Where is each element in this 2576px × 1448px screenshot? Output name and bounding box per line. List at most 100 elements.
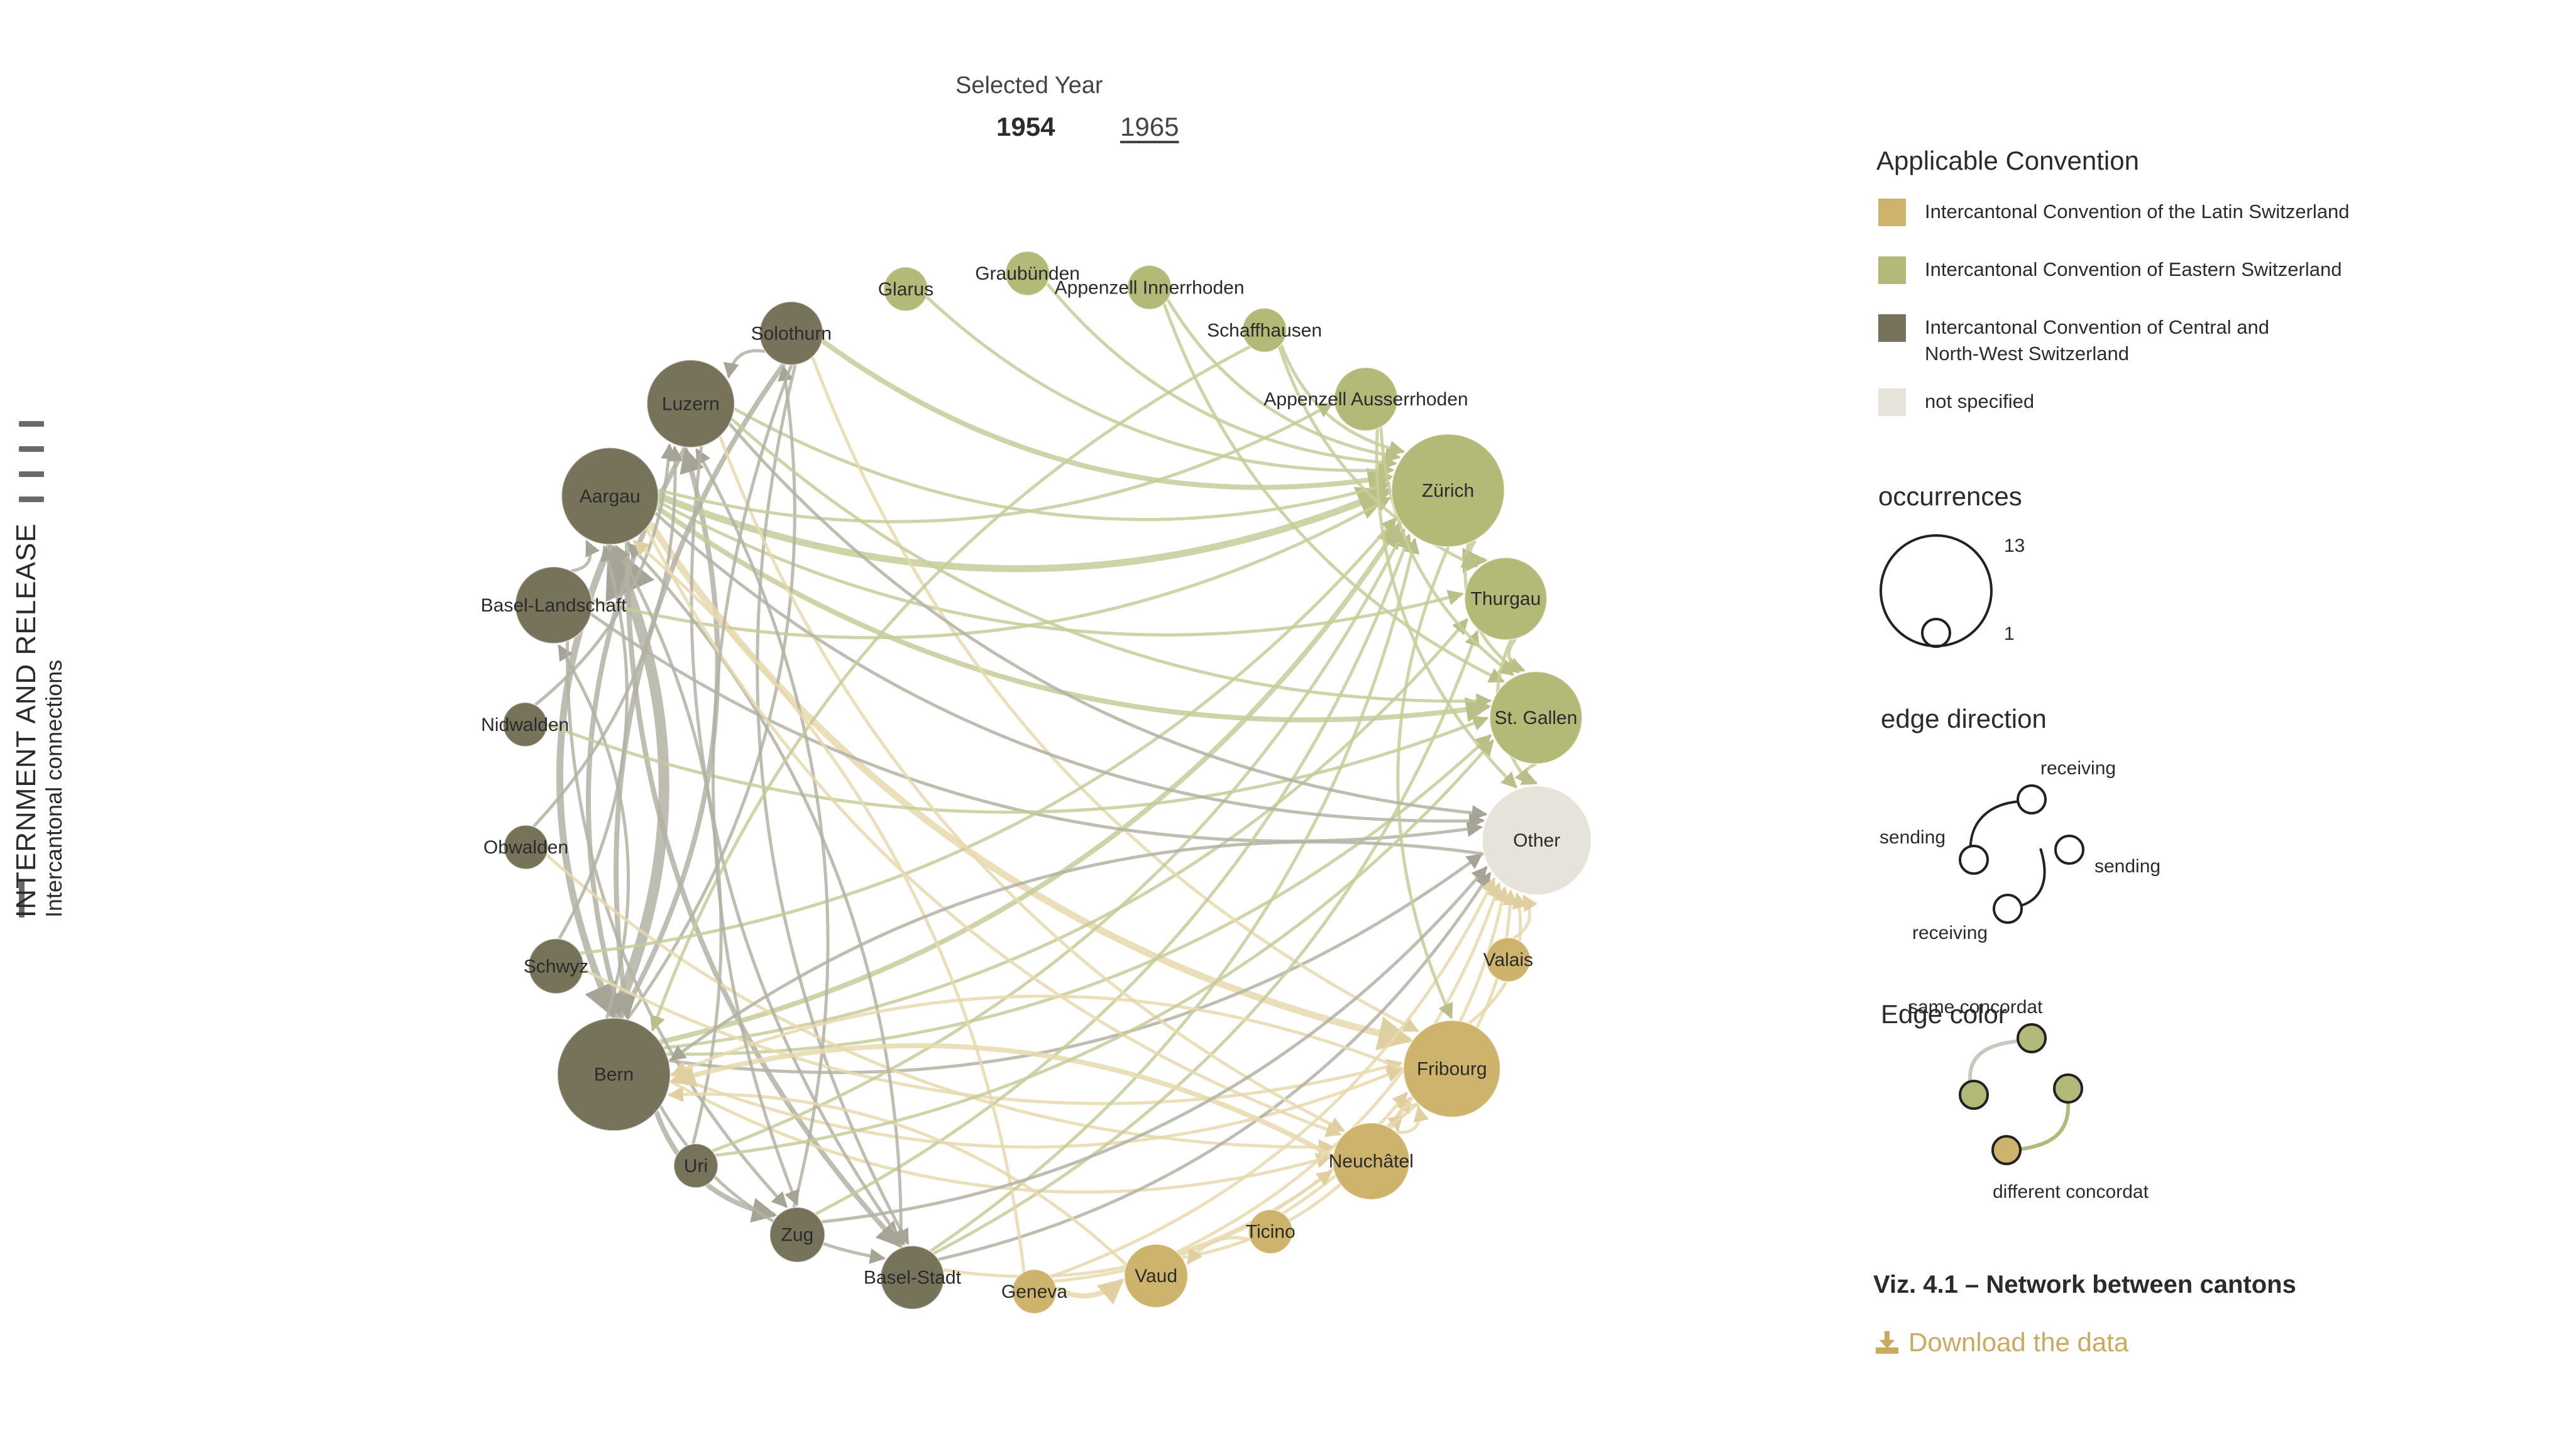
canton-node[interactable]: Thurgau xyxy=(1464,557,1548,641)
network-edge xyxy=(815,533,1412,1216)
year-button-1954[interactable]: 1954 xyxy=(996,112,1055,141)
swatch-latin xyxy=(1878,199,1906,226)
canton-node-label: Appenzell Innerrhoden xyxy=(1055,277,1245,298)
canton-node-circle xyxy=(1482,785,1592,896)
network-edge xyxy=(1512,894,1538,940)
canton-node-circle xyxy=(1241,307,1287,353)
canton-node[interactable]: Uri xyxy=(673,1143,718,1188)
year-button-1965[interactable]: 1965 xyxy=(1120,112,1179,141)
canton-node-label: Luzern xyxy=(662,393,720,414)
network-edge xyxy=(558,545,629,940)
different-concordat-label: different concordat xyxy=(1993,1182,2149,1202)
canton-node-circle xyxy=(1333,366,1399,432)
network-edge xyxy=(712,528,1406,1153)
canton-node[interactable]: Graubünden xyxy=(975,251,1080,296)
canton-node[interactable]: Luzern xyxy=(646,359,735,448)
canton-node-circle xyxy=(1248,1209,1294,1254)
canton-node[interactable]: Schaffhausen xyxy=(1207,307,1322,353)
network-edge xyxy=(821,865,1488,1224)
canton-node[interactable]: Vaud xyxy=(1123,1243,1189,1308)
menu-bar-icon xyxy=(19,446,44,452)
canton-node-circle xyxy=(759,300,824,366)
network-edge xyxy=(1396,546,1453,1019)
canton-node[interactable]: Appenzell Innerrhoden xyxy=(1055,265,1245,310)
legend-eastern-label: Intercantonal Convention of Eastern Swit… xyxy=(1925,258,2342,280)
canton-node[interactable]: Ticino xyxy=(1246,1209,1296,1254)
canton-node-circle xyxy=(646,359,735,448)
canton-node[interactable]: St. Gallen xyxy=(1489,671,1583,765)
swatch-eastern xyxy=(1878,256,1906,284)
canton-node[interactable]: Appenzell Ausserrhoden xyxy=(1263,366,1468,432)
network-edge xyxy=(659,522,1402,1045)
direction-arrow-top xyxy=(1969,800,2025,855)
network-edge xyxy=(1186,1236,1251,1265)
occurrence-max-label: 13 xyxy=(2004,535,2025,556)
direction-node xyxy=(1993,894,2023,924)
legend-not-specified-label: not specified xyxy=(1925,390,2035,412)
network-edge xyxy=(718,436,1346,1133)
network-edge xyxy=(671,994,1404,1076)
canton-node-label: Aargau xyxy=(580,486,641,507)
canton-node[interactable]: Zug xyxy=(769,1207,826,1263)
canton-node[interactable]: Glarus xyxy=(878,266,933,312)
network-edge xyxy=(666,734,1492,1056)
network-edge xyxy=(580,517,1397,955)
canton-node-circle xyxy=(503,825,549,870)
same-concordat-label: same concordat xyxy=(1908,997,2043,1017)
network-edge xyxy=(669,840,1484,1061)
canton-node-label: Valais xyxy=(1483,950,1533,970)
canton-node-circle xyxy=(880,1245,945,1310)
swatch-not-specified xyxy=(1878,388,1906,416)
canton-node[interactable]: Aargau xyxy=(561,447,659,546)
network-edge xyxy=(730,417,1492,710)
canton-node[interactable]: Basel-Landschaft xyxy=(481,566,627,644)
canton-node-circle xyxy=(1126,265,1172,310)
canton-node-circle xyxy=(673,1143,718,1188)
direction-sending-label: sending xyxy=(1880,827,1946,848)
nodes-layer: Zürich Thurgau St. Gallen Other Valais Fribou… xyxy=(481,251,1592,1314)
network-edge xyxy=(659,1105,886,1264)
canton-node-label: Solothurn xyxy=(751,323,832,344)
canton-node-label: Bern xyxy=(594,1065,634,1085)
network-edge xyxy=(650,345,1251,1032)
direction-receiving-label: receiving xyxy=(2040,758,2116,779)
network-edge xyxy=(695,448,830,1209)
network-edge xyxy=(657,500,1464,637)
network-edge xyxy=(1050,877,1496,1278)
canton-node-label: Glarus xyxy=(878,279,933,300)
canton-node[interactable]: Geneva xyxy=(1001,1269,1067,1314)
download-data-link[interactable]: Download the data xyxy=(1873,1327,2128,1358)
canton-node[interactable]: Basel-Stadt xyxy=(864,1245,962,1310)
network-edge xyxy=(728,422,1488,821)
canton-node-circle xyxy=(883,266,928,312)
network-edge xyxy=(925,295,1395,479)
canton-node[interactable]: Nidwalden xyxy=(481,701,569,747)
network-edge xyxy=(663,618,1469,1050)
sidebar-indicator xyxy=(19,880,25,918)
legend-edge-color-title: Edge color xyxy=(1881,999,2007,1029)
canton-node-circle xyxy=(1485,937,1531,983)
network-edge xyxy=(932,630,1480,1256)
canton-node-label: Obwalden xyxy=(483,837,568,858)
download-label: Download the data xyxy=(1908,1327,2129,1357)
network-edge xyxy=(1507,637,1526,672)
canton-node[interactable]: Other xyxy=(1482,785,1592,896)
network-edge xyxy=(657,486,1392,573)
canton-node[interactable]: Neuchâtel xyxy=(1329,1122,1414,1200)
network-graph: Zürich Thurgau St. Gallen Other Valais Fribou… xyxy=(481,251,1592,1314)
network-edge xyxy=(733,407,1391,522)
canton-node[interactable]: Solothurn xyxy=(751,300,832,366)
menu-bar-icon xyxy=(19,421,44,427)
canton-node[interactable]: Bern xyxy=(556,1017,671,1132)
canton-node-circle xyxy=(1332,1122,1411,1200)
canton-node-label: Uri xyxy=(684,1156,708,1176)
canton-node-circle xyxy=(502,701,548,747)
canton-node[interactable]: Zürich xyxy=(1390,433,1505,548)
canton-node-label: Geneva xyxy=(1001,1281,1067,1302)
canton-node[interactable]: Valais xyxy=(1483,937,1533,983)
occurrence-min-label: 1 xyxy=(2004,623,2015,644)
canton-node[interactable]: Fribourg xyxy=(1402,1019,1501,1118)
canton-node[interactable]: Obwalden xyxy=(483,825,568,870)
canton-node-circle xyxy=(514,566,593,644)
canton-node[interactable]: Schwyz xyxy=(524,938,588,995)
